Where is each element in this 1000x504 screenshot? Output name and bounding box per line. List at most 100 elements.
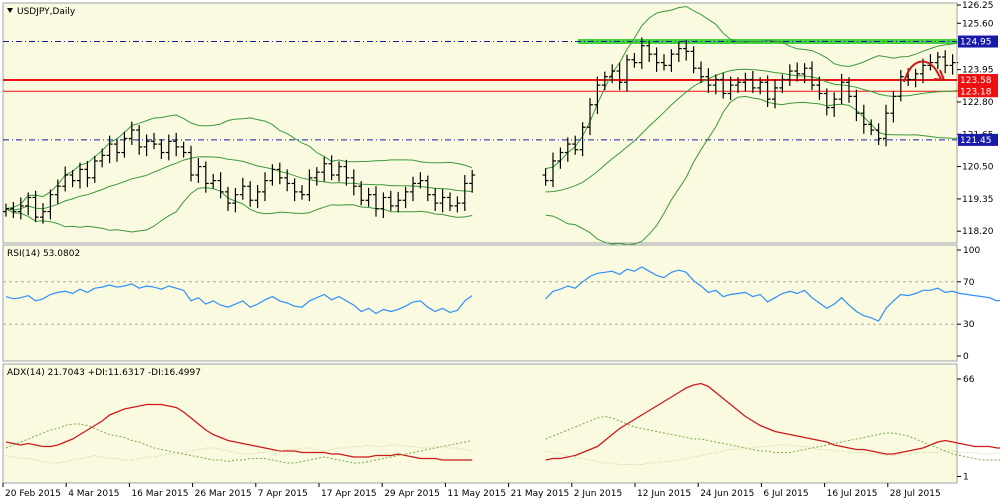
ohlc-bar[interactable] [920, 58, 926, 84]
ohlc-bar[interactable] [143, 134, 150, 157]
ohlc-bar[interactable] [306, 169, 313, 202]
ohlc-bar[interactable] [365, 187, 372, 207]
ohlc-bar[interactable] [875, 123, 882, 145]
ohlc-bar[interactable] [557, 147, 564, 169]
ohlc-bar[interactable] [54, 179, 61, 204]
ohlc-bar[interactable] [631, 53, 638, 68]
ohlc-bar[interactable] [25, 192, 32, 216]
adx-line[interactable] [5, 382, 1000, 461]
ohlc-bar[interactable] [173, 132, 180, 157]
ohlc-bar[interactable] [624, 54, 630, 92]
ohlc-bar[interactable] [247, 181, 254, 207]
ohlc-bar[interactable] [609, 64, 616, 84]
ohlc-bar[interactable] [217, 172, 224, 199]
adx-pane[interactable] [2, 363, 958, 484]
ohlc-bar[interactable] [912, 68, 919, 88]
ohlc-bar[interactable] [254, 185, 261, 209]
ohlc-bar[interactable] [424, 175, 431, 202]
ohlc-bar[interactable] [809, 61, 815, 91]
ohlc-bar[interactable] [99, 148, 106, 168]
ohlc-bar[interactable] [757, 77, 764, 95]
ohlc-bar[interactable] [749, 71, 756, 93]
ohlc-bar[interactable] [69, 169, 76, 188]
ohlc-bar[interactable] [158, 139, 165, 159]
ohlc-bar[interactable] [106, 135, 113, 164]
ohlc-bar[interactable] [232, 187, 239, 213]
ohlc-bar[interactable] [417, 172, 424, 189]
ohlc-bar[interactable] [868, 119, 875, 136]
ohlc-bar[interactable] [794, 62, 801, 82]
ohlc-bar[interactable] [779, 74, 786, 93]
ohlc-bar[interactable] [439, 189, 446, 213]
ohlc-bar[interactable] [165, 134, 172, 161]
ohlc-bar[interactable] [653, 47, 660, 72]
ohlc-bar[interactable] [10, 201, 17, 218]
ohlc-bar[interactable] [890, 91, 897, 123]
ohlc-bar[interactable] [188, 145, 194, 182]
ohlc-bar[interactable] [373, 186, 379, 217]
ohlc-bar[interactable] [860, 104, 867, 134]
ohlc-bar[interactable] [646, 40, 653, 63]
ohlc-bar[interactable] [40, 203, 46, 224]
ohlc-bar[interactable] [742, 72, 749, 92]
plus-di-line[interactable] [5, 415, 1000, 464]
ohlc-bar[interactable] [395, 191, 402, 213]
ohlc-bar[interactable] [454, 196, 461, 213]
ohlc-bar[interactable] [683, 40, 690, 61]
ohlc-bar[interactable] [276, 162, 283, 185]
ohlc-bar[interactable] [698, 61, 704, 84]
ohlc-bar[interactable] [225, 186, 231, 211]
ohlc-bar[interactable] [210, 173, 217, 189]
price-pane[interactable] [2, 2, 958, 244]
ohlc-bar[interactable] [579, 122, 586, 157]
ohlc-bar[interactable] [432, 187, 439, 211]
ohlc-bar[interactable] [84, 160, 91, 188]
ohlc-bar[interactable] [720, 72, 727, 99]
forecast-arrow-icon[interactable] [903, 60, 942, 83]
ohlc-bar[interactable] [284, 169, 291, 192]
ohlc-bar[interactable] [764, 75, 771, 108]
ohlc-bar[interactable] [410, 176, 416, 202]
ohlc-bar[interactable] [387, 190, 394, 211]
ohlc-bar[interactable] [816, 76, 823, 100]
ohlc-bar[interactable] [564, 137, 571, 162]
ohlc-bar[interactable] [587, 98, 593, 136]
ohlc-bar[interactable] [786, 64, 793, 86]
ohlc-bar[interactable] [91, 155, 98, 183]
ohlc-bar[interactable] [823, 88, 830, 116]
ohlc-bar[interactable] [675, 41, 682, 63]
ohlc-bar[interactable] [949, 54, 956, 75]
ohlc-bar[interactable] [121, 131, 128, 158]
ohlc-bar[interactable] [661, 54, 667, 71]
ohlc-bar[interactable] [202, 161, 209, 193]
ohlc-bar[interactable] [801, 63, 808, 84]
ohlc-bar[interactable] [350, 169, 357, 196]
ohlc-bar[interactable] [572, 135, 579, 155]
ohlc-bar[interactable] [380, 192, 387, 218]
ohlc-bar[interactable] [831, 92, 838, 117]
ohlc-bar[interactable] [668, 49, 675, 72]
ohlc-bar[interactable] [262, 172, 268, 202]
rsi-pane[interactable] [2, 244, 958, 362]
ohlc-bar[interactable] [690, 46, 697, 74]
ohlc-bar[interactable] [151, 132, 157, 150]
ohlc-bar[interactable] [343, 159, 350, 186]
ohlc-bar[interactable] [128, 121, 135, 145]
ohlc-bar[interactable] [942, 50, 949, 74]
ohlc-bar[interactable] [638, 37, 645, 70]
ohlc-bar[interactable] [358, 181, 365, 206]
ohlc-bar[interactable] [616, 62, 623, 91]
ohlc-bar[interactable] [180, 141, 187, 158]
ohlc-bar[interactable] [114, 139, 120, 162]
ohlc-bar[interactable] [321, 157, 328, 182]
ohlc-bar[interactable] [3, 203, 9, 217]
minus-di-line[interactable] [5, 444, 1000, 465]
ohlc-bar[interactable] [712, 74, 719, 95]
ohlc-bar[interactable] [883, 104, 889, 147]
ohlc-bar[interactable] [542, 168, 549, 186]
ohlc-bar[interactable] [461, 175, 468, 211]
ohlc-bar[interactable] [705, 68, 712, 93]
ohlc-bar[interactable] [136, 124, 143, 155]
ohlc-bar[interactable] [291, 178, 298, 202]
ohlc-bar[interactable] [32, 190, 39, 223]
